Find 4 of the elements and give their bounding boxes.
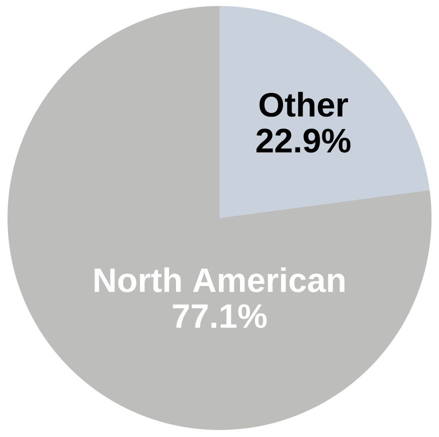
- data-label: 77.1%: [172, 304, 267, 328]
- data-label: 22.9%: [256, 128, 350, 153]
- slice-label: North American: [94, 267, 344, 292]
- slice-label: Other: [260, 92, 348, 117]
